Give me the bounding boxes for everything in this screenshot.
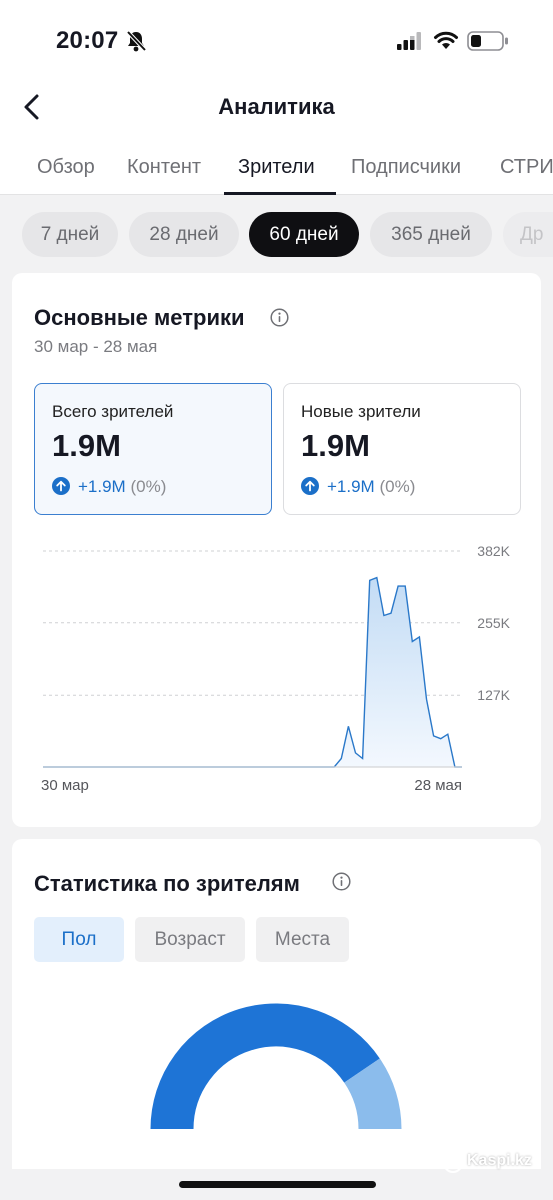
- period-selector: 7 дней 28 дней 60 дней 365 дней Др: [0, 212, 553, 258]
- metric-value: 1.9M: [301, 428, 370, 463]
- segment-locations[interactable]: Места: [256, 917, 349, 962]
- period-60-days[interactable]: 60 дней: [249, 212, 359, 257]
- home-indicator: [179, 1181, 376, 1188]
- donut-segment-primary: [150, 1003, 380, 1129]
- wifi-icon: [434, 31, 458, 49]
- period-custom[interactable]: Др: [503, 212, 553, 257]
- page-header: Аналитика: [0, 80, 553, 136]
- metric-delta: +1.9M (0%): [301, 477, 415, 497]
- back-icon[interactable]: [18, 92, 48, 122]
- gender-donut-chart: [150, 1003, 402, 1129]
- battery-icon: [467, 31, 508, 51]
- x-tick-label: 28 мая: [414, 777, 462, 794]
- delta-value: +1.9M: [327, 477, 375, 496]
- segment-gender[interactable]: Пол: [34, 917, 124, 962]
- tab-followers[interactable]: Подписчики: [351, 156, 462, 178]
- status-time: 20:07: [56, 27, 119, 54]
- arrow-up-circle-icon: [52, 477, 70, 495]
- metric-delta: +1.9M (0%): [52, 477, 166, 497]
- active-tab-indicator: [224, 192, 336, 195]
- viewers-area-chart: 127K 255K 382K 30 мар 28 мая: [41, 543, 511, 794]
- period-28-days[interactable]: 28 дней: [129, 212, 239, 257]
- metric-new-viewers[interactable]: Новые зрители 1.9M +1.9M (0%): [283, 383, 521, 515]
- info-icon[interactable]: [332, 872, 351, 891]
- metric-label: Новые зрители: [301, 402, 421, 421]
- segment-age[interactable]: Возраст: [135, 917, 245, 962]
- bell-off-icon: [126, 30, 147, 52]
- kaspi-logo-icon: [443, 1153, 463, 1173]
- tab-bar: Обзор Контент Зрители Подписчики СТРИ: [0, 150, 553, 195]
- y-tick-label: 255K: [477, 615, 510, 631]
- tab-content[interactable]: Контент: [127, 156, 202, 178]
- arrow-up-circle-icon: [301, 477, 319, 495]
- key-metrics-card: Основные метрики 30 мар - 28 мая Всего з…: [12, 273, 541, 827]
- watermark-text: Kaspi.kz: [467, 1152, 532, 1169]
- delta-percent: (0%): [130, 477, 167, 496]
- top-area: 20:07 Аналитика: [0, 0, 553, 195]
- metric-label: Всего зрителей: [52, 402, 174, 421]
- date-range: 30 мар - 28 мая: [34, 337, 158, 356]
- key-metrics-title: Основные метрики: [34, 305, 245, 330]
- period-7-days[interactable]: 7 дней: [22, 212, 118, 257]
- tab-overview[interactable]: Обзор: [37, 156, 95, 178]
- x-tick-label: 30 мар: [41, 777, 89, 794]
- audience-stats-card: Статистика по зрителям Пол Возраст Места: [12, 839, 541, 1169]
- delta-value: +1.9M: [78, 477, 126, 496]
- page-title: Аналитика: [218, 94, 335, 119]
- tab-live[interactable]: СТРИ: [500, 156, 553, 178]
- audience-stats-title: Статистика по зрителям: [34, 871, 300, 896]
- y-tick-label: 127K: [477, 687, 510, 703]
- chart-area-fill: [43, 577, 462, 767]
- status-bar: 20:07: [0, 0, 553, 80]
- y-tick-label: 382K: [477, 543, 510, 559]
- tab-viewers[interactable]: Зрители: [238, 156, 315, 178]
- metric-total-viewers[interactable]: Всего зрителей 1.9M +1.9M (0%): [34, 383, 272, 515]
- donut-segment-secondary: [343, 1058, 402, 1129]
- metric-value: 1.9M: [52, 428, 121, 463]
- cellular-signal-icon: [397, 32, 421, 50]
- delta-percent: (0%): [379, 477, 416, 496]
- info-icon[interactable]: [270, 308, 289, 327]
- period-365-days[interactable]: 365 дней: [370, 212, 492, 257]
